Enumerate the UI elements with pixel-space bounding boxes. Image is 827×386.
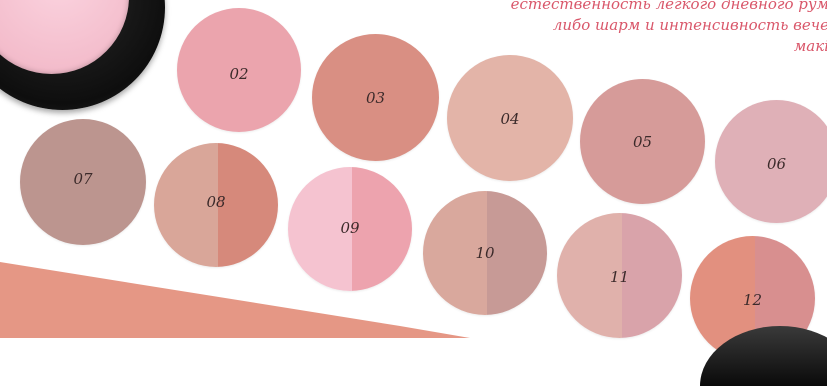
shade-label: 07 [73, 170, 93, 188]
shade-label: 09 [340, 219, 360, 237]
product-description: естественность легкого дневного рум либо… [409, 0, 827, 57]
shade-swatch-03[interactable]: 03 [312, 34, 439, 161]
swatch-right-half [487, 191, 547, 315]
shade-swatch-04[interactable]: 04 [447, 55, 573, 181]
shade-label: 03 [365, 89, 386, 107]
shade-label: 10 [475, 244, 495, 262]
swatch-right-half [622, 213, 682, 338]
swoosh-shape [0, 262, 470, 338]
shade-label: 04 [500, 110, 520, 128]
swatch-right-half [218, 143, 278, 267]
shade-swatch-05[interactable]: 05 [580, 79, 705, 204]
swatch-left-half [154, 143, 219, 267]
description-line-1: естественность легкого дневного рум [510, 0, 827, 13]
swatch-left-half [557, 213, 622, 338]
shade-label: 08 [206, 193, 226, 211]
decorative-swoosh [0, 262, 470, 338]
blush-compact-top [0, 0, 165, 110]
shade-label: 06 [766, 155, 787, 173]
shade-label: 02 [229, 65, 249, 83]
shade-swatch-08[interactable]: 08 [154, 143, 278, 267]
shade-label: 11 [609, 268, 630, 286]
shade-swatch-06[interactable]: 06 [715, 100, 827, 223]
description-line-2: либо шарм и интенсивность вече [552, 16, 827, 34]
shade-swatch-02[interactable]: 02 [177, 8, 301, 132]
shade-swatch-07[interactable]: 07 [20, 119, 146, 245]
shade-swatch-09[interactable]: 09 [288, 167, 412, 291]
swatch-right-half [352, 167, 412, 291]
description-line-3: макі [793, 37, 827, 55]
shade-label: 05 [632, 133, 653, 151]
shade-swatch-11[interactable]: 11 [557, 213, 682, 338]
swatch-left-half [288, 167, 353, 291]
shade-label: 12 [742, 291, 763, 309]
swatch-left-half [423, 191, 488, 315]
shade-swatch-10[interactable]: 10 [423, 191, 547, 315]
